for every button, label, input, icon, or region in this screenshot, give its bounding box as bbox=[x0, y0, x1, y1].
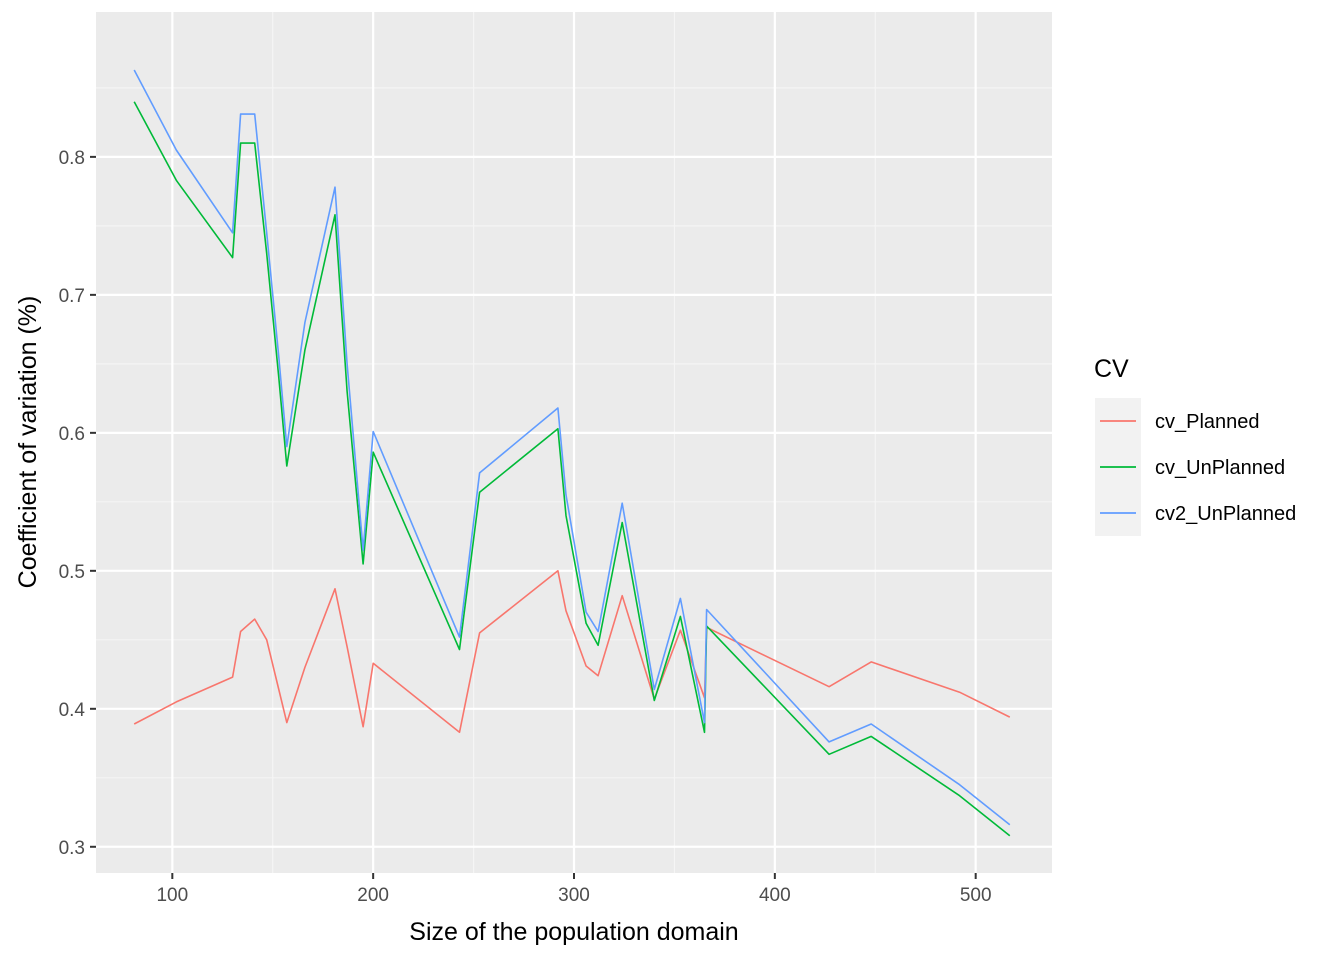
legend-label: cv2_UnPlanned bbox=[1155, 503, 1296, 525]
y-tick-label: 0.6 bbox=[59, 424, 85, 445]
legend: CV cv_Planned cv_UnPlanned cv2_UnPlanned bbox=[1094, 355, 1296, 536]
x-tick-label: 400 bbox=[759, 885, 791, 906]
series-lines bbox=[133, 69, 1011, 837]
legend-label: cv_UnPlanned bbox=[1155, 457, 1285, 479]
x-axis-title: Size of the population domain bbox=[409, 918, 738, 946]
y-axis: 0.3 0.4 0.5 0.6 0.7 0.8 bbox=[59, 148, 96, 859]
legend-label: cv_Planned bbox=[1155, 411, 1260, 433]
y-tick-label: 0.7 bbox=[59, 286, 85, 307]
y-tick-label: 0.8 bbox=[59, 148, 85, 169]
x-tick-label: 200 bbox=[357, 885, 389, 906]
x-axis: 100 200 300 400 500 bbox=[156, 873, 992, 906]
y-tick-label: 0.3 bbox=[59, 838, 85, 859]
y-tick-label: 0.5 bbox=[59, 562, 85, 583]
major-gridlines bbox=[96, 12, 1052, 873]
x-tick-label: 100 bbox=[156, 885, 188, 906]
y-axis-title: Coefficient of variation (%) bbox=[14, 296, 42, 589]
y-tick-label: 0.4 bbox=[59, 700, 86, 721]
series-line-cv2-unplanned bbox=[133, 69, 1011, 826]
x-tick-label: 500 bbox=[960, 885, 992, 906]
legend-title: CV bbox=[1094, 355, 1129, 383]
x-tick-label: 300 bbox=[558, 885, 590, 906]
